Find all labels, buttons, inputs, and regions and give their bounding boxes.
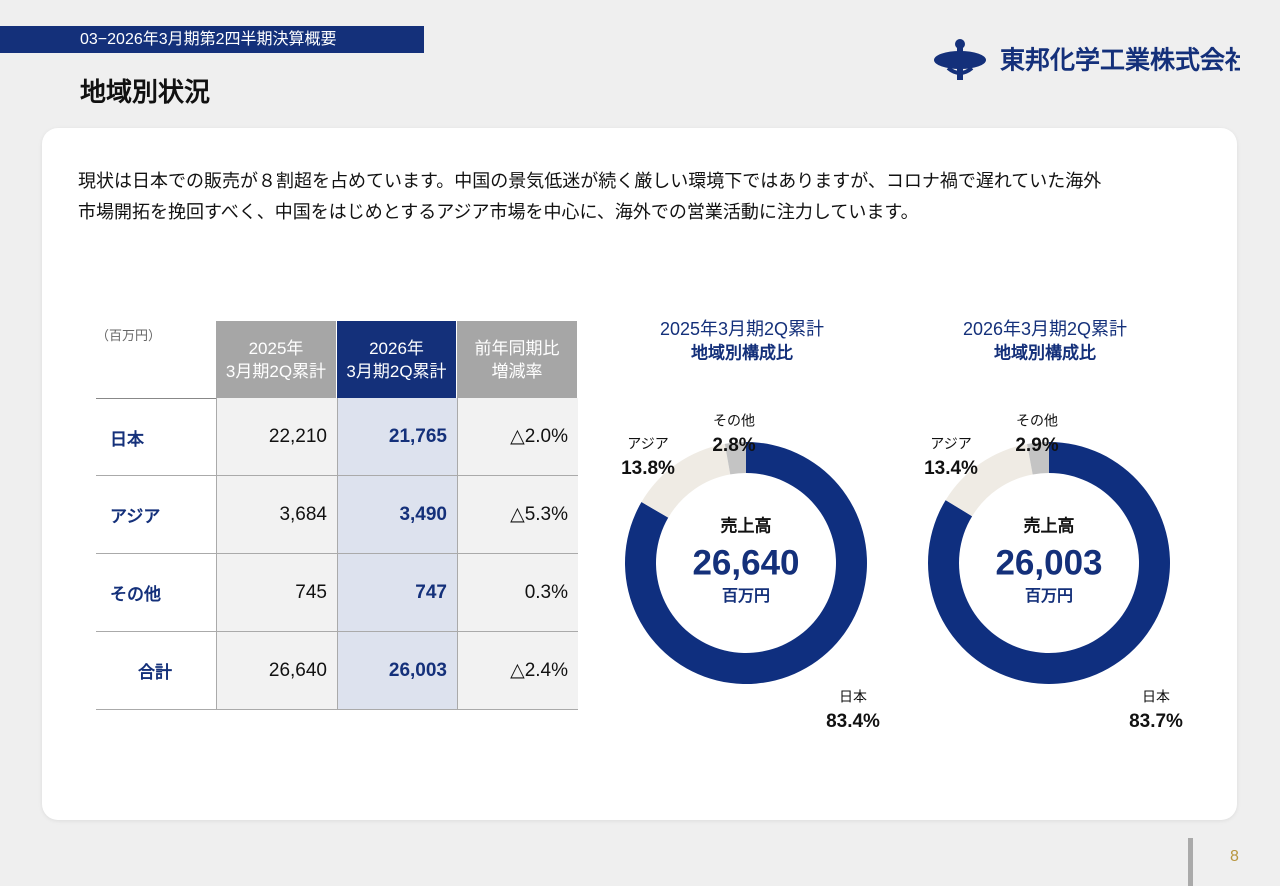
category-label: アジア	[930, 436, 971, 452]
row-label: アジア	[96, 476, 216, 554]
value-label: 83.7%	[1129, 711, 1183, 732]
column-header: 2026年 3月期2Q累計	[337, 321, 457, 398]
table: （百万円） 2025年 3月期2Q累計 2026年 3月期2Q累計 前年同期比 増減…	[96, 321, 578, 710]
table-cell: 747	[337, 554, 457, 632]
table-cell: 21,765	[337, 398, 457, 476]
table-cell: 3,490	[337, 476, 457, 554]
company-name: 東邦化学工業株式会社	[1000, 46, 1240, 75]
chart-subtitle: 地域別構成比	[994, 342, 1096, 362]
donut-segment	[641, 443, 731, 518]
unit-label: （百万円）	[96, 328, 162, 343]
center-label: 売上高	[721, 515, 772, 535]
table-cell: 0.3%	[457, 554, 578, 632]
value-label: 83.4%	[826, 711, 880, 732]
category-label: その他	[1016, 413, 1058, 429]
center-unit: 百万円	[722, 587, 770, 605]
center-label: 売上高	[1024, 515, 1075, 535]
column-header: 2025年 3月期2Q累計	[216, 321, 337, 398]
category-label: 日本	[839, 689, 867, 705]
donut-segment	[724, 441, 746, 475]
page-number: 8	[1230, 848, 1239, 865]
body-text: 現状は日本での販売が８割超を占めています。中国の景気低迷が続く厳しい環境下ではあ…	[78, 171, 1102, 191]
row-label: 日本	[96, 398, 216, 476]
table-cell: △2.0%	[457, 398, 578, 476]
table-cell: 745	[216, 554, 337, 632]
center-value: 26,003	[995, 543, 1102, 582]
table-cell: 26,640	[216, 632, 337, 710]
table-cell: 22,210	[216, 398, 337, 476]
chart-subtitle: 地域別構成比	[691, 342, 793, 362]
logo: 東邦化学工業株式会社	[934, 39, 1240, 80]
section-label: 03−2026年3月期第2四半期決算概要	[0, 26, 424, 53]
footer-bar	[1188, 838, 1193, 886]
row-label: 合計	[96, 632, 216, 710]
donut-segment	[945, 444, 1033, 517]
body-text: 市場開拓を挽回すべく、中国をはじめとするアジア市場を中心に、海外での営業活動に注…	[78, 202, 919, 222]
center-unit: 百万円	[1025, 587, 1073, 605]
column-header: 前年同期比 増減率	[457, 321, 578, 398]
table-cell: △5.3%	[457, 476, 578, 554]
value-label: 13.8%	[621, 458, 675, 479]
value-label: 2.9%	[1015, 435, 1058, 456]
category-label: アジア	[627, 436, 668, 452]
table-cell: 3,684	[216, 476, 337, 554]
row-label: その他	[96, 554, 216, 632]
category-label: その他	[713, 413, 755, 429]
page-title: 地域別状況	[80, 77, 211, 107]
chart-title: 2026年3月期2Q累計	[963, 319, 1127, 339]
chart-title: 2025年3月期2Q累計	[660, 319, 824, 339]
value-label: 2.8%	[712, 435, 755, 456]
center-value: 26,640	[692, 543, 799, 582]
category-label: 日本	[1142, 689, 1170, 705]
value-label: 13.4%	[924, 458, 978, 479]
table-cell: 26,003	[337, 632, 457, 710]
donut-segment	[1027, 442, 1049, 475]
table-cell: △2.4%	[457, 632, 578, 710]
